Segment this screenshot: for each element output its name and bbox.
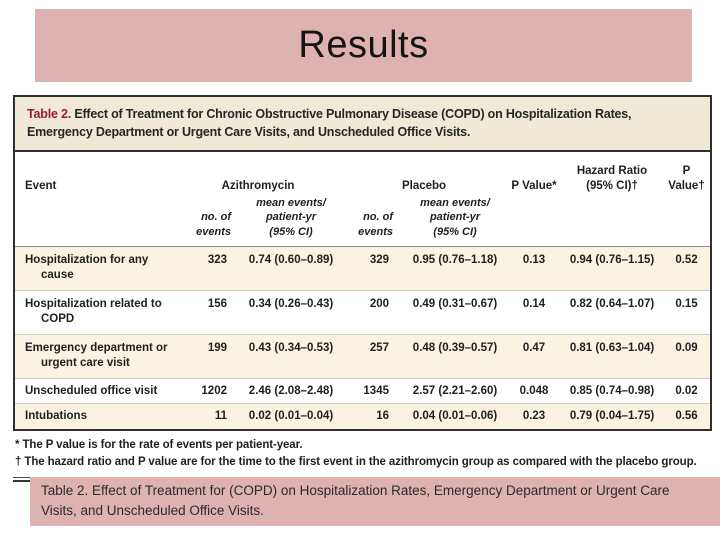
event-name: Hospitalization related to COPD <box>15 289 175 335</box>
subheader-pl-mean-events: mean events/ patient-yr (95% CI) <box>403 193 508 247</box>
p-value-time: 0.02 <box>663 377 711 404</box>
footnote-hazard-ratio: † The hazard ratio and P value are for t… <box>15 456 697 469</box>
pl-mean-events: 0.49 (0.31–0.67) <box>403 289 508 335</box>
event-name: Hospitalization for any cause <box>25 253 149 281</box>
subheader-pl-no-of-events: no. of events <box>341 193 403 247</box>
table-row: Hospitalization for any cause 323 0.74 (… <box>15 246 711 291</box>
p-value-rate: 0.14 <box>507 289 562 335</box>
pl-mean-events: 0.04 (0.01–0.06) <box>403 403 508 430</box>
az-mean-events: 0.34 (0.26–0.43) <box>241 289 341 335</box>
subheader-spacer <box>561 193 664 247</box>
hazard-ratio: 0.94 (0.76–1.15) <box>569 253 655 266</box>
p-value-time: 0.56 <box>663 403 711 430</box>
p-value-time: 0.52 <box>675 253 698 266</box>
az-no-of-events: 11 <box>175 403 241 430</box>
az-mean-events: 0.74 (0.60–0.89) <box>248 253 334 266</box>
table-subheader-row: no. of events mean events/ patient-yr (9… <box>15 193 711 247</box>
subheader-spacer <box>663 193 711 247</box>
col-header-hazard-ratio: Hazard Ratio (95% CI)† <box>576 165 648 192</box>
az-no-of-events: 1202 <box>175 377 241 404</box>
p-value-rate: 0.13 <box>522 253 546 266</box>
table-caption: Table 2. Effect of Treatment for Chronic… <box>15 97 710 153</box>
hazard-ratio: 0.81 (0.63–1.04) <box>561 333 664 379</box>
hazard-ratio: 0.85 (0.74–0.98) <box>561 377 664 404</box>
table-header-row: Event Azithromycin Placebo P Value* Haza… <box>15 152 710 193</box>
subheader-az-no-of-events: no. of events <box>175 193 241 247</box>
slide-title: Results <box>298 24 429 66</box>
col-header-placebo: Placebo <box>401 179 447 192</box>
pl-mean-events: 2.57 (2.21–2.60) <box>403 377 508 404</box>
col-header-azithromycin: Azithromycin <box>221 179 295 192</box>
p-value-time: 0.15 <box>663 289 711 335</box>
az-mean-events: 0.43 (0.34–0.53) <box>241 333 341 379</box>
subheader-spacer <box>15 193 175 247</box>
pl-no-of-events: 1345 <box>341 377 403 404</box>
p-value-time: 0.09 <box>663 333 711 379</box>
pl-mean-events: 0.95 (0.76–1.18) <box>412 253 498 266</box>
slide-title-bar: Results <box>35 9 692 82</box>
pl-no-of-events: 329 <box>369 253 389 266</box>
table-footnotes: * The P value is for the rate of events … <box>13 437 712 470</box>
event-name: Emergency department or urgent care visi… <box>15 333 175 379</box>
pl-no-of-events: 257 <box>341 333 403 379</box>
az-no-of-events: 199 <box>175 333 241 379</box>
col-header-p-value-time: P Value† <box>668 165 705 192</box>
pl-no-of-events: 16 <box>341 403 403 430</box>
event-name: Unscheduled office visit <box>15 377 175 404</box>
col-header-event: Event <box>25 179 57 192</box>
journal-table-figure: Table 2. Effect of Treatment for Chronic… <box>13 95 712 482</box>
az-mean-events: 0.02 (0.01–0.04) <box>241 403 341 430</box>
table-box: Table 2. Effect of Treatment for Chronic… <box>13 95 712 432</box>
subheader-az-mean-events: mean events/ patient-yr (95% CI) <box>241 193 341 247</box>
az-mean-events: 2.46 (2.08–2.48) <box>241 377 341 404</box>
pl-mean-events: 0.48 (0.39–0.57) <box>403 333 508 379</box>
subheader-spacer <box>507 193 562 247</box>
table-caption-text: Effect of Treatment for Chronic Obstruct… <box>27 107 632 140</box>
table-row: Intubations 11 0.02 (0.01–0.04) 16 0.04 … <box>15 403 711 430</box>
slide-caption-text: Table 2. Effect of Treatment for (COPD) … <box>41 483 670 518</box>
table-row: Hospitalization related to COPD 156 0.34… <box>15 289 711 335</box>
footnote-p-value: * The P value is for the rate of events … <box>15 439 303 452</box>
p-value-rate: 0.23 <box>507 403 562 430</box>
table-row: Unscheduled office visit 1202 2.46 (2.08… <box>15 377 711 404</box>
slide-caption-box: Table 2. Effect of Treatment for (COPD) … <box>30 477 720 527</box>
results-table: Event Azithromycin Placebo P Value* Haza… <box>15 152 711 430</box>
col-header-p-value-rate: P Value* <box>511 179 557 192</box>
az-no-of-events: 323 <box>207 253 227 266</box>
pl-no-of-events: 200 <box>341 289 403 335</box>
event-name: Intubations <box>15 403 175 430</box>
hazard-ratio: 0.82 (0.64–1.07) <box>561 289 664 335</box>
p-value-rate: 0.47 <box>507 333 562 379</box>
az-no-of-events: 156 <box>175 289 241 335</box>
table-caption-label: Table 2. <box>27 107 72 121</box>
table-row: Emergency department or urgent care visi… <box>15 333 711 379</box>
hazard-ratio: 0.79 (0.04–1.75) <box>561 403 664 430</box>
p-value-rate: 0.048 <box>507 377 562 404</box>
